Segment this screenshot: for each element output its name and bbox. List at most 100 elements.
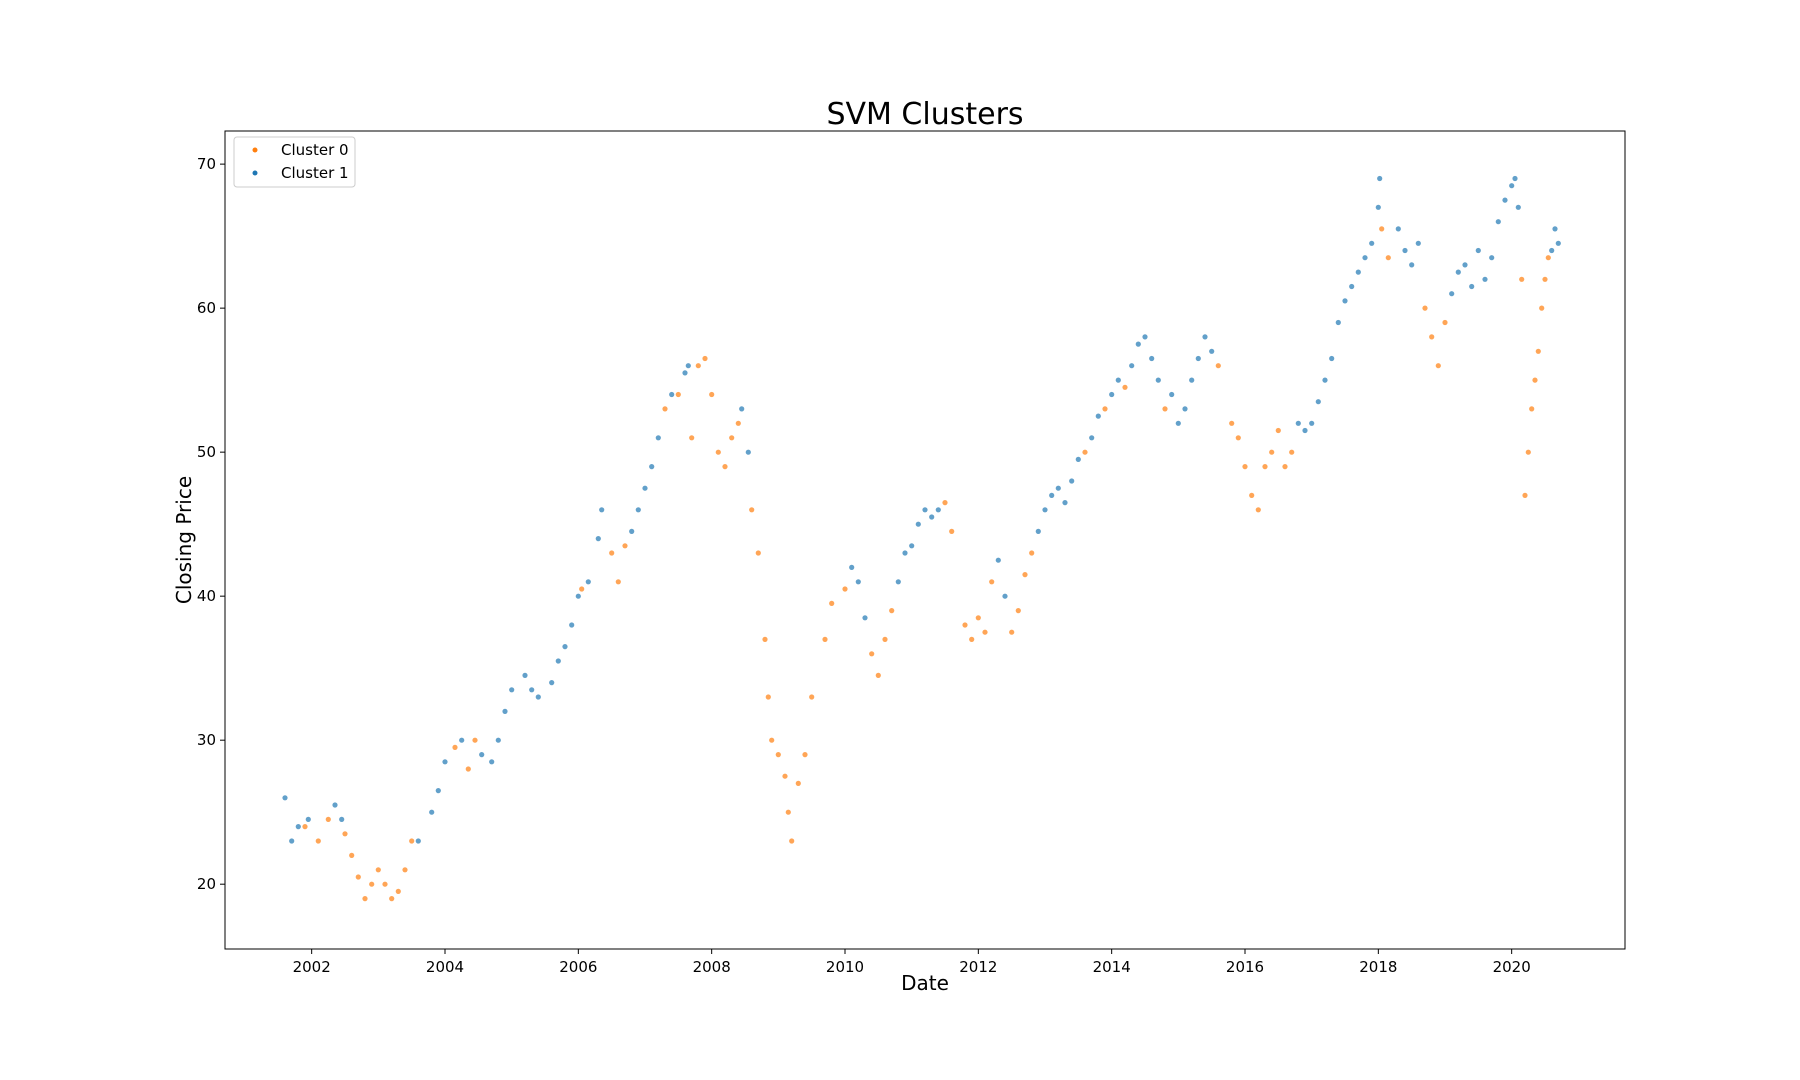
cluster-0-point [962,622,968,628]
cluster-0-point [1542,276,1548,282]
cluster-0-point [842,586,848,592]
cluster-1-point [1509,183,1515,189]
cluster-1-point [1449,291,1455,297]
cluster-1-point [1129,363,1135,369]
cluster-0-point [1429,334,1435,340]
cluster-1-point [902,550,908,556]
cluster-1-point [1302,427,1308,434]
cluster-1-point [1495,219,1501,225]
cluster-1-point [1482,276,1488,282]
cluster-0-point [882,636,888,643]
cluster-0-point [775,752,781,758]
cluster-0-point [722,464,728,470]
cluster-1-point [642,485,648,491]
cluster-0-point [755,550,761,556]
cluster-1-point [599,507,605,513]
cluster-1-point [1329,355,1335,362]
cluster-1-point [629,528,635,535]
cluster-1-point [1049,492,1055,498]
cluster-1-point [339,816,345,823]
cluster-1-point [1552,226,1558,232]
legend-box [233,136,356,188]
cluster-1-point [1109,391,1115,398]
cluster-0-point [789,838,795,844]
cluster-0-point [1282,464,1288,470]
cluster-1-point [635,507,641,513]
cluster-0-point [369,881,375,887]
y-axis-label: Closing Price [172,476,196,604]
cluster-0-point [782,773,788,779]
cluster-0-point [1235,435,1241,441]
x-tick-label: 2008 [693,958,731,976]
cluster-0-point [302,824,308,830]
cluster-1-point [739,406,745,412]
cluster-0-point [769,737,775,743]
cluster-0-point [1215,363,1221,369]
cluster-1-point [429,809,435,815]
cluster-0-point [1385,255,1391,261]
cluster-1-point [569,622,575,628]
cluster-0-point [869,651,875,657]
cluster-0-point [1532,377,1538,383]
cluster-0-point [1545,255,1551,261]
cluster-0-point [1269,449,1275,455]
cluster-0-point [795,780,801,787]
cluster-1-point [522,672,528,679]
cluster-1-point [655,435,661,441]
cluster-1-point [535,694,541,700]
legend: Cluster 0 Cluster 1 [233,136,356,188]
cluster-0-point [785,809,791,815]
y-tick-label: 70 [197,155,216,173]
cluster-0-point [1102,406,1108,412]
y-axis: 20 30 40 50 60 70 [197,155,225,893]
cluster-1-point [1202,334,1208,340]
cluster-0-point [875,672,881,679]
cluster-0-point [695,363,701,369]
cluster-1-point [1369,240,1375,246]
cluster-0-point [709,391,715,398]
cluster-1-point [435,788,441,794]
cluster-0-point [1249,492,1255,498]
cluster-0-point [1015,608,1021,614]
cluster-0-point [402,867,408,873]
cluster-1-point [862,615,868,621]
cluster-0-point [349,852,355,859]
cluster-1-point [489,759,495,765]
cluster-1-point [1135,341,1141,347]
cluster-0-point [942,500,948,506]
cluster-1-point [1349,283,1355,290]
cluster-1-point [1475,247,1481,254]
cluster-1-point [1209,348,1215,354]
y-tick-label: 50 [197,443,216,461]
cluster-0-point [465,766,471,772]
y-tick-label: 40 [197,587,216,605]
cluster-1-point [1322,377,1328,383]
cluster-1-point [1002,593,1008,599]
cluster-1-point [685,363,691,369]
cluster-0-point [1162,406,1168,412]
cluster-0-point [622,543,628,549]
cluster-0-point [822,636,828,643]
cluster-1-point [555,658,561,664]
cluster-0-point [362,896,368,902]
cluster-0-point [1435,363,1441,369]
cluster-0-point [765,694,771,700]
cluster-1-point [289,838,295,844]
cluster-0-point [389,896,395,902]
cluster-1-point [1409,262,1415,268]
cluster-1-point [479,752,485,758]
cluster-1-point [1295,420,1301,426]
cluster-0-point [315,838,321,844]
cluster-1-point [1075,456,1081,462]
cluster-0-point [802,752,808,758]
cluster-1-point [549,680,555,686]
x-tick-label: 2016 [1226,958,1264,976]
cluster-1-point [1115,377,1121,383]
cluster-1-point [935,507,941,513]
cluster-0-point [735,420,741,426]
cluster-0-point [1535,348,1541,354]
cluster-0-point [749,507,755,513]
cluster-1-point [305,816,311,823]
cluster-0-point [1522,492,1528,498]
cluster-1-point [1315,399,1321,405]
